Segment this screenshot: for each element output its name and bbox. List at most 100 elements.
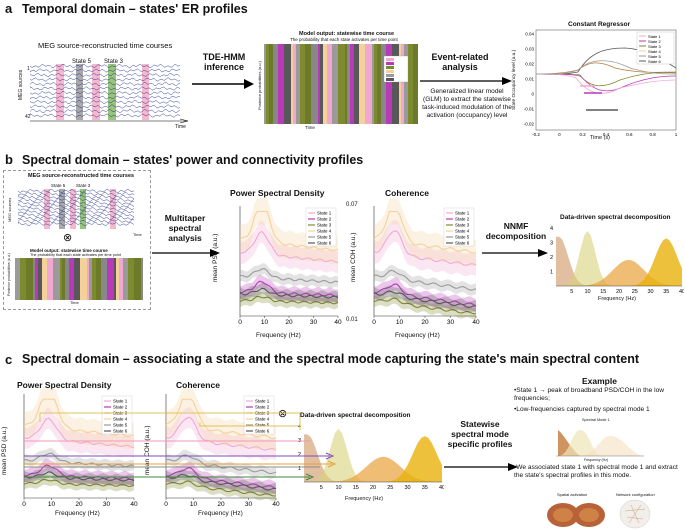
meg-trace — [30, 104, 181, 109]
x-tick-label: 0 — [238, 319, 242, 326]
nnmf-xtick: 5 — [320, 485, 323, 491]
nnmf-xtick: 20 — [370, 485, 376, 491]
state-band — [240, 198, 338, 265]
b-coh-title: Coherence — [385, 188, 429, 198]
state-stripe — [42, 258, 47, 300]
legend-label: State 3 — [317, 223, 332, 228]
meg-trace — [18, 209, 135, 215]
meg-trace — [30, 86, 181, 91]
state-stripe — [350, 44, 354, 124]
state-stripe — [359, 44, 365, 124]
state-stripe — [327, 44, 332, 124]
nnmf-xtick: 30 — [647, 289, 653, 295]
spectral-legend — [101, 395, 133, 435]
a-er-legend-3: State 3 — [648, 44, 661, 49]
state-stripe — [92, 258, 96, 300]
c-network-label: Network configuration — [616, 492, 655, 497]
state-curve-5 — [373, 269, 477, 291]
a-state-band — [56, 64, 64, 120]
state-stripe — [372, 44, 374, 124]
state-curve-6 — [373, 290, 476, 309]
nnmf-xtick: 35 — [663, 289, 669, 295]
state-curve-2 — [165, 467, 277, 490]
a-arrow2-desc: Generalized linear model (GLM) to extrac… — [422, 88, 512, 119]
b-state3-label: State 3 — [76, 183, 91, 188]
state-band — [24, 466, 134, 487]
er-ytick: 0 — [531, 92, 534, 97]
meg-trace — [30, 99, 181, 105]
er-xtick: 0.8 — [650, 132, 657, 137]
state-curve-1 — [239, 230, 339, 264]
a-arrow1-label: TDE-HMM inference — [202, 52, 246, 73]
b-model-time: Time — [70, 300, 79, 305]
legend-label: State 1 — [255, 399, 270, 404]
legend-label: State 1 — [455, 211, 470, 216]
state-stripe — [26, 258, 33, 300]
c-mode-xlabel: Frequency (Hz) — [584, 458, 609, 462]
meg-trace — [30, 68, 181, 73]
a-state5-label: State 5 — [72, 59, 92, 65]
state-stripe — [300, 44, 305, 124]
nnmf-xtick: 20 — [616, 289, 622, 295]
x-tick-label: 30 — [310, 319, 318, 326]
meg-trace — [18, 215, 135, 221]
meg-trace — [30, 64, 181, 69]
state-curve-6 — [23, 471, 135, 482]
state-stripe — [269, 44, 273, 124]
nnmf-ytick: 2 — [298, 452, 301, 458]
state-stripe — [134, 258, 141, 300]
state-stripe — [15, 258, 20, 300]
c-psd-title: Power Spectral Density — [17, 380, 112, 390]
b-trace-group — [18, 189, 135, 227]
nnmf-xtick: 15 — [353, 485, 359, 491]
b-arrow2 — [482, 249, 548, 257]
state-stripe — [347, 44, 350, 124]
b-model-title: Model output: statewise time course — [30, 248, 108, 253]
state-stripe — [119, 258, 123, 300]
state-stripe — [345, 44, 347, 124]
legend-label: State 5 — [255, 423, 270, 428]
x-tick-label: 10 — [261, 319, 269, 326]
x-tick-label: 10 — [48, 501, 56, 508]
state-stripe — [354, 44, 359, 124]
b-coh-ymin: 0.01 — [346, 317, 358, 323]
state-curve-1 — [23, 417, 135, 449]
b-model-output — [15, 258, 143, 300]
legend-label: State 2 — [255, 405, 270, 410]
state-curve-5 — [240, 268, 339, 284]
nnmf-xtick: 25 — [387, 485, 393, 491]
state-band — [240, 263, 338, 289]
legend-label: State 2 — [113, 405, 128, 410]
meg-trace — [18, 221, 135, 227]
a-er-legend — [636, 31, 675, 65]
state-stripe — [323, 44, 327, 124]
spectral-mode — [304, 436, 442, 482]
state-stripe — [264, 44, 266, 124]
state-stripe — [20, 258, 26, 300]
a-arrow1 — [192, 79, 254, 89]
spectral-mode — [556, 230, 682, 286]
spectral-legend — [443, 207, 475, 247]
meg-trace — [30, 113, 181, 118]
state-curve-6 — [165, 473, 276, 491]
state-band — [166, 469, 276, 496]
spectral-legend — [243, 395, 275, 435]
state-stripe — [413, 44, 418, 124]
meg-trace — [18, 197, 135, 203]
legend-label: State 1 — [317, 211, 332, 216]
nnmf-xtick: 35 — [422, 485, 428, 491]
b-arrow1 — [152, 249, 220, 257]
state-stripe — [69, 258, 74, 300]
state-stripe — [80, 258, 87, 300]
x-tick-label: 10 — [396, 319, 404, 326]
a-model-sub: The probability that each state activate… — [290, 37, 398, 42]
a-time-label: Time — [175, 124, 186, 130]
a-arrow2-label: Event-related analysis — [431, 52, 489, 73]
a-arrow2 — [420, 77, 512, 85]
state-band — [240, 282, 338, 304]
state-stripe — [47, 258, 53, 300]
state-stripe — [284, 44, 291, 124]
state-curve-4 — [373, 210, 477, 254]
er-xtick: -0.2 — [532, 132, 540, 137]
